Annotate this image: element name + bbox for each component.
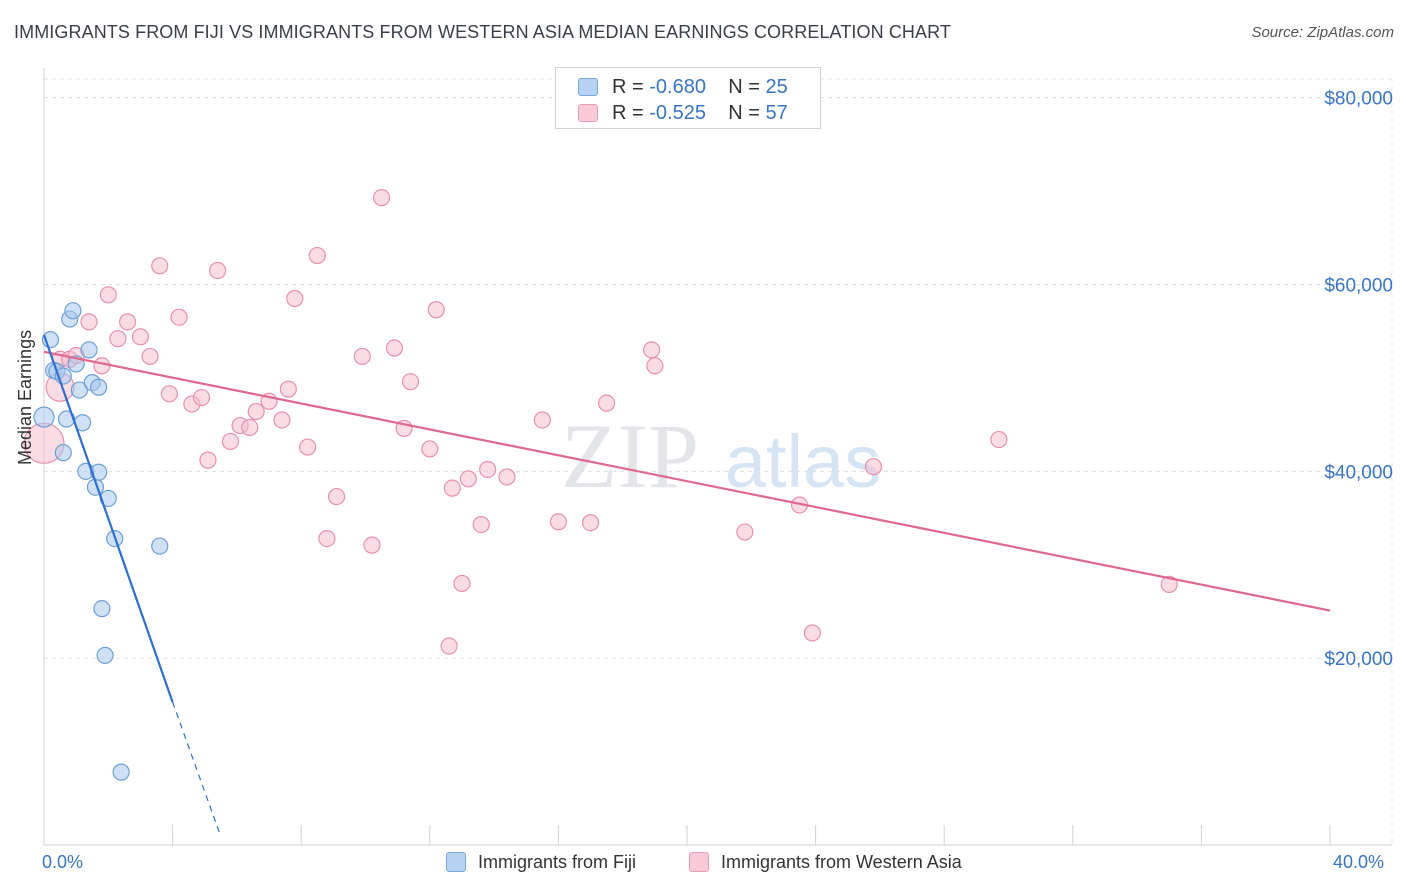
bottom-legend-wasia: Immigrants from Western Asia xyxy=(689,852,962,873)
data-point xyxy=(192,388,211,407)
data-point xyxy=(118,313,137,331)
source-label: Source: ZipAtlas.com xyxy=(1251,24,1394,41)
data-point xyxy=(80,313,98,331)
wasia-n-label: N = xyxy=(728,102,760,124)
data-point xyxy=(99,286,117,304)
data-point xyxy=(736,523,754,541)
data-point xyxy=(643,341,661,359)
data-point xyxy=(131,328,150,346)
data-point xyxy=(33,406,55,428)
data-point xyxy=(549,513,568,531)
data-point xyxy=(221,432,240,451)
data-point xyxy=(286,289,304,308)
wasia-n-value: 57 xyxy=(765,102,788,124)
y-tick-label: $60,000 xyxy=(1324,276,1393,297)
trend-line-western-asia xyxy=(43,350,1331,612)
data-point xyxy=(90,378,108,396)
data-point xyxy=(279,380,297,398)
series-fiji-points xyxy=(33,302,169,781)
data-point xyxy=(363,536,381,554)
data-point xyxy=(498,468,516,486)
data-point xyxy=(64,302,82,320)
data-point xyxy=(990,430,1008,449)
data-point xyxy=(170,308,188,326)
data-point xyxy=(372,189,391,207)
trend-line-fiji xyxy=(42,334,174,703)
bottom-fiji-label: Immigrants from Fiji xyxy=(478,852,637,872)
data-point xyxy=(598,394,616,412)
fiji-r-value: -0.680 xyxy=(649,76,706,98)
data-point xyxy=(353,347,371,366)
y-axis-label: Median Earnings xyxy=(15,329,35,465)
correlation-legend: R = -0.680 N = 25 R = -0.525 N = 57 xyxy=(555,67,821,129)
data-point xyxy=(646,357,664,375)
x-tick-min: 0.0% xyxy=(42,852,84,872)
data-point xyxy=(479,460,497,479)
trend-lines xyxy=(42,334,1331,837)
data-point xyxy=(1160,575,1178,593)
bottom-wasia-label: Immigrants from Western Asia xyxy=(721,852,962,872)
y-tick-labels: $20,000 $40,000 $60,000 $80,000 xyxy=(1324,89,1393,670)
data-point xyxy=(273,411,291,429)
x-tick-max: 40.0% xyxy=(1333,852,1385,872)
data-point xyxy=(421,440,439,458)
wasia-swatch xyxy=(578,104,598,122)
fiji-r-label: R = xyxy=(612,76,644,98)
data-point xyxy=(327,487,346,506)
fiji-n-label: N = xyxy=(728,76,760,98)
data-point xyxy=(93,357,111,375)
data-point xyxy=(453,574,471,593)
data-point xyxy=(247,402,265,421)
data-point xyxy=(318,529,336,548)
data-point xyxy=(93,600,111,618)
data-point xyxy=(209,261,227,280)
y-tick-label: $40,000 xyxy=(1324,462,1393,483)
data-point xyxy=(112,763,130,781)
watermark-zip: ZIP xyxy=(561,405,699,507)
data-point xyxy=(443,479,461,497)
bottom-legend-fiji: Immigrants from Fiji xyxy=(446,852,636,873)
bottom-fiji-swatch xyxy=(446,852,466,872)
data-point xyxy=(151,257,169,275)
data-point xyxy=(459,470,477,488)
trend-line-fiji-extrapolated xyxy=(172,701,222,837)
data-point xyxy=(109,330,127,348)
data-point xyxy=(96,646,114,664)
data-point xyxy=(533,411,551,429)
series-western-asia-points xyxy=(23,189,1178,655)
data-point xyxy=(70,381,88,399)
fiji-n-value: 25 xyxy=(765,76,788,98)
wasia-r-label: R = xyxy=(612,102,644,124)
fiji-swatch xyxy=(578,78,598,96)
data-point xyxy=(581,514,600,532)
data-point xyxy=(80,341,98,359)
bottom-wasia-swatch xyxy=(689,852,709,872)
data-point xyxy=(160,385,178,403)
data-point xyxy=(299,438,317,456)
watermark-atlas: atlas xyxy=(725,420,881,503)
data-point xyxy=(241,418,259,437)
data-point xyxy=(864,458,883,476)
data-point xyxy=(151,537,169,555)
grid xyxy=(44,78,1393,845)
data-point xyxy=(199,451,217,469)
y-tick-label: $20,000 xyxy=(1324,649,1393,670)
data-point xyxy=(308,246,326,265)
data-point xyxy=(385,339,404,357)
data-point xyxy=(54,444,72,462)
data-point xyxy=(427,301,445,319)
data-point xyxy=(401,373,420,391)
data-point xyxy=(803,624,821,642)
watermark: ZIP atlas xyxy=(561,405,881,507)
wasia-r-value: -0.525 xyxy=(649,102,706,124)
chart-title: IMMIGRANTS FROM FIJI VS IMMIGRANTS FROM … xyxy=(14,22,951,42)
axes xyxy=(43,68,1392,846)
data-point xyxy=(440,637,458,655)
y-tick-label: $80,000 xyxy=(1324,89,1393,110)
data-point xyxy=(472,515,490,534)
data-point xyxy=(141,347,159,366)
